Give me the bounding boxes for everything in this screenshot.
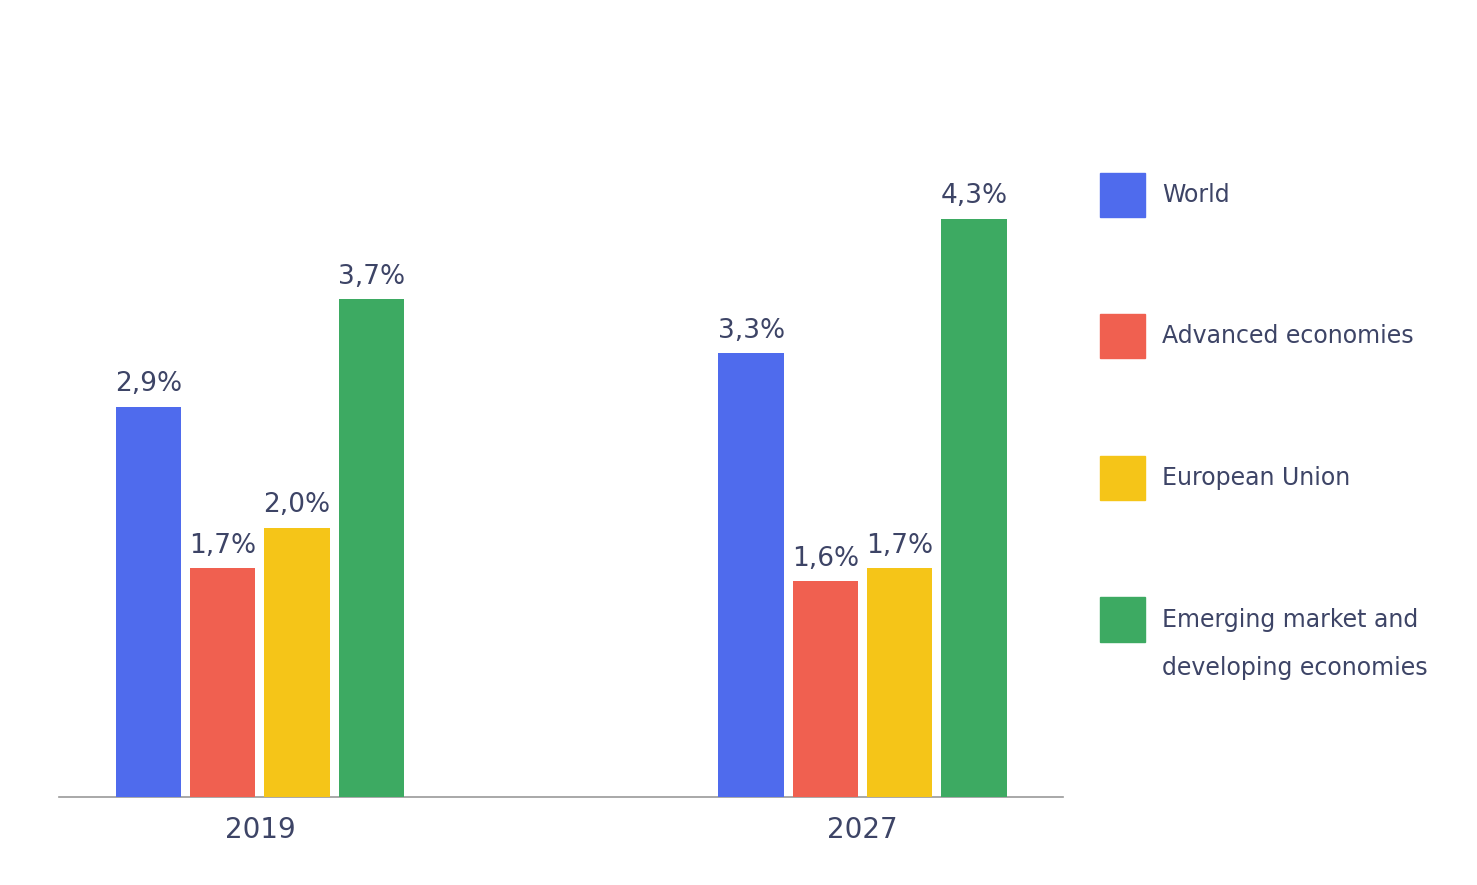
Text: 1,7%: 1,7%	[866, 533, 933, 558]
Bar	[264, 527, 329, 796]
Text: 4,3%: 4,3%	[941, 183, 1007, 209]
Text: 2,9%: 2,9%	[115, 372, 182, 397]
Bar	[191, 568, 256, 796]
Bar	[941, 219, 1007, 796]
Bar	[718, 353, 784, 796]
Bar	[338, 299, 405, 796]
Text: 1,7%: 1,7%	[189, 533, 257, 558]
Text: 3,3%: 3,3%	[718, 318, 784, 343]
Bar	[867, 568, 932, 796]
Text: European Union: European Union	[1162, 466, 1350, 490]
Text: 2,0%: 2,0%	[263, 492, 331, 519]
Bar	[115, 407, 182, 796]
Text: developing economies: developing economies	[1162, 656, 1428, 681]
Text: 1,6%: 1,6%	[792, 546, 860, 572]
Text: Advanced economies: Advanced economies	[1162, 324, 1413, 349]
Text: World: World	[1162, 182, 1230, 207]
Text: Emerging market and: Emerging market and	[1162, 607, 1418, 632]
Text: 3,7%: 3,7%	[338, 264, 405, 290]
Bar	[793, 581, 858, 796]
